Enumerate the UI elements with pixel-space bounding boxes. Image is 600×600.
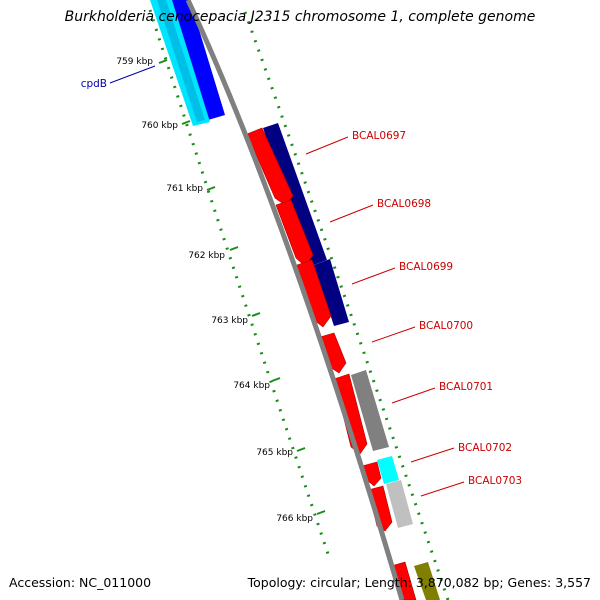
tick-mark bbox=[296, 447, 306, 452]
gene-label-BCAL0702[interactable]: BCAL0702 bbox=[458, 442, 512, 454]
map-title: Burkholderia cenocepacia J2315 chromosom… bbox=[64, 9, 536, 25]
tick-mark bbox=[206, 186, 216, 191]
cpdB-strand-band-inner bbox=[157, 0, 205, 122]
cog-block bbox=[377, 456, 399, 484]
gene-label-BCAL0700[interactable]: BCAL0700 bbox=[419, 320, 473, 332]
leader-line bbox=[351, 267, 396, 285]
gene-label-BCAL0703[interactable]: BCAL0703 bbox=[468, 475, 522, 487]
tick-label-760: 760 kbp bbox=[141, 121, 178, 131]
gene-label-cpdB[interactable]: cpdB bbox=[81, 78, 107, 90]
cog-block bbox=[170, 0, 225, 120]
tick-label-762: 762 kbp bbox=[188, 251, 225, 261]
cds-arrow bbox=[275, 199, 314, 267]
tick-mark bbox=[316, 510, 326, 515]
cog-block bbox=[351, 370, 389, 451]
kbp-ticks bbox=[158, 59, 326, 515]
tick-label-766: 766 kbp bbox=[276, 514, 313, 524]
leader-line bbox=[109, 65, 156, 84]
cog-block bbox=[414, 562, 440, 600]
tick-label-763: 763 kbp bbox=[211, 316, 248, 326]
cog-block bbox=[314, 259, 349, 326]
genome-stats-text: Topology: circular; Length: 3,870,082 bp… bbox=[247, 575, 591, 590]
tick-label-759: 759 kbp bbox=[116, 57, 153, 67]
leader-line bbox=[371, 326, 416, 343]
cog-feature-band bbox=[170, 0, 440, 600]
tick-mark bbox=[181, 120, 191, 125]
tick-mark bbox=[251, 312, 261, 317]
tick-label-761: 761 kbp bbox=[166, 184, 203, 194]
cds-arrow bbox=[333, 373, 368, 455]
tick-mark bbox=[271, 377, 281, 382]
leader-line bbox=[420, 481, 465, 497]
gene-label-BCAL0699[interactable]: BCAL0699 bbox=[399, 261, 453, 273]
chromosome-backbone bbox=[185, 0, 405, 600]
leader-line bbox=[305, 136, 349, 155]
gene-label-BCAL0698[interactable]: BCAL0698 bbox=[377, 198, 431, 210]
tick-label-765: 765 kbp bbox=[256, 448, 293, 458]
gc-content-inner-ring bbox=[148, 9, 332, 561]
tick-label-764: 764 kbp bbox=[233, 381, 270, 391]
gc-content-outer-ring bbox=[243, 11, 450, 600]
cds-feature-band bbox=[246, 127, 417, 600]
gene-label-BCAL0697[interactable]: BCAL0697 bbox=[352, 130, 406, 142]
gene-label-BCAL0701[interactable]: BCAL0701 bbox=[439, 381, 493, 393]
tick-mark bbox=[158, 59, 168, 64]
cog-block bbox=[263, 123, 327, 266]
cog-block bbox=[386, 480, 413, 528]
leader-line bbox=[391, 387, 436, 404]
leader-line bbox=[410, 447, 455, 463]
accession-text: Accession: NC_011000 bbox=[9, 575, 152, 590]
label-leader-lines bbox=[109, 65, 465, 497]
leader-line bbox=[329, 204, 374, 223]
tick-mark bbox=[229, 246, 239, 251]
